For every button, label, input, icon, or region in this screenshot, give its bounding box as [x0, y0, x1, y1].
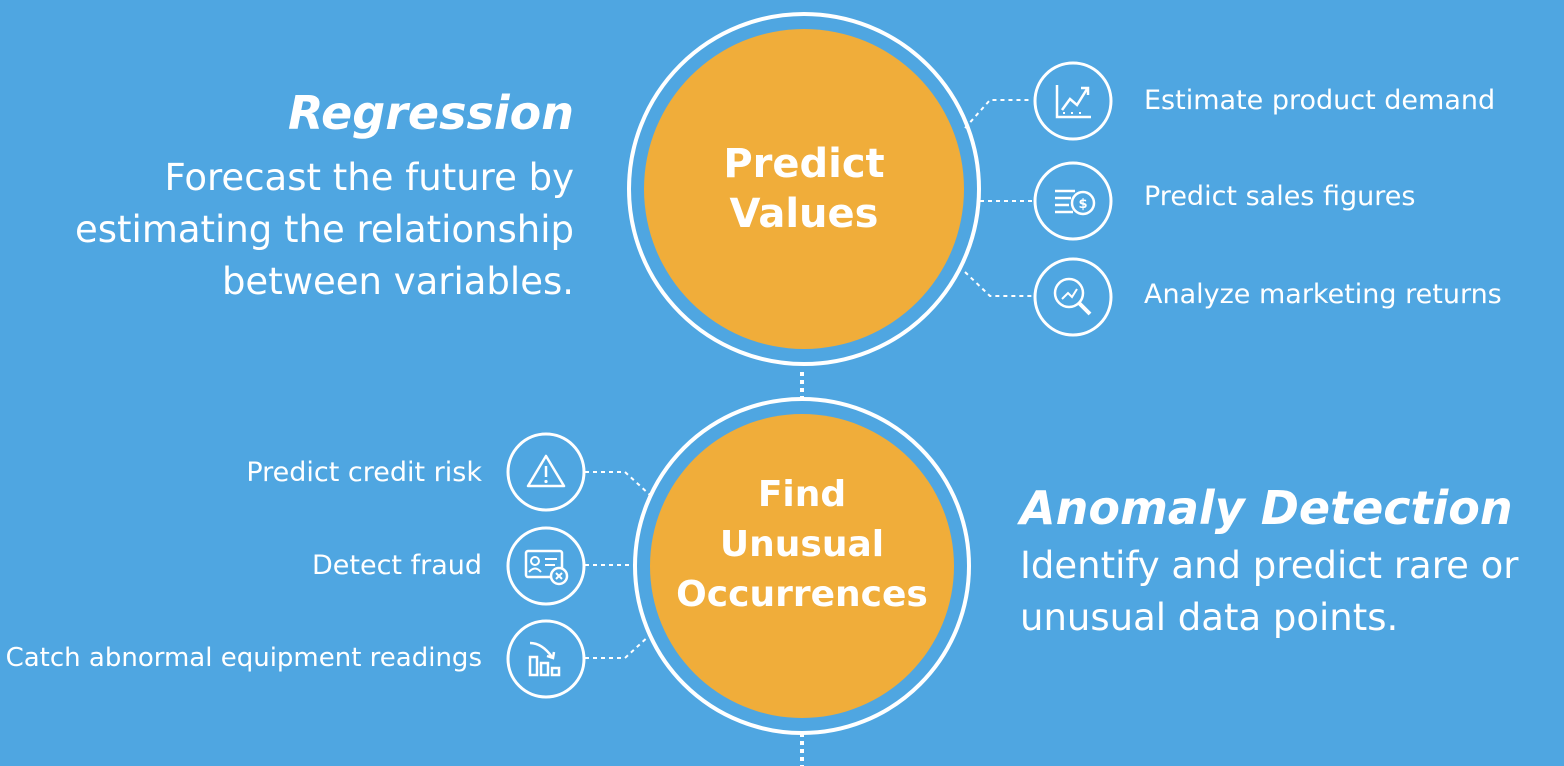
- connector-credit: [585, 471, 651, 496]
- svg-text:$: $: [1078, 197, 1087, 212]
- find-unusual-line: Occurrences: [676, 574, 928, 615]
- connector-demand: [964, 99, 1032, 129]
- example-estimate-demand: Estimate product demand: [1144, 85, 1496, 116]
- connector-marketing: [964, 271, 1032, 297]
- anomaly-heading: Anomaly Detection: [1020, 481, 1513, 535]
- find-unusual-title: Find Unusual Occurrences: [676, 470, 928, 620]
- anomaly-desc-line: unusual data points.: [1020, 596, 1399, 639]
- example-detect-fraud: Detect fraud: [311, 550, 482, 581]
- example-analyze-marketing: Analyze marketing returns: [1144, 279, 1502, 310]
- find-unusual-line: Unusual: [719, 524, 885, 565]
- example-predict-sales: Predict sales figures: [1144, 181, 1416, 212]
- anomaly-desc-line: Identify and predict rare or: [1020, 544, 1519, 587]
- example-equipment-readings: Catch abnormal equipment readings: [5, 643, 482, 673]
- anomaly-description: Identify and predict rare or unusual dat…: [1020, 540, 1519, 644]
- regression-desc-line: Forecast the future by: [164, 156, 574, 199]
- money-stack-icon: $: [1033, 161, 1113, 241]
- find-unusual-line: Find: [757, 474, 847, 515]
- line-chart-icon: [1033, 61, 1113, 141]
- regression-description: Forecast the future by estimating the re…: [75, 152, 574, 308]
- connector-equipment: [585, 634, 651, 659]
- id-card-fraud-icon: [506, 526, 586, 606]
- regression-heading: Regression: [287, 86, 574, 140]
- example-credit-risk: Predict credit risk: [246, 457, 482, 488]
- bar-chart-down-icon: [506, 619, 586, 699]
- predict-values-line: Predict: [723, 141, 885, 187]
- magnify-trend-icon: [1033, 257, 1113, 337]
- regression-desc-line: estimating the relationship: [75, 208, 574, 251]
- predict-values-line: Values: [729, 191, 879, 237]
- predict-values-circle: [627, 12, 981, 366]
- predict-values-title: Predict Values: [723, 139, 884, 239]
- regression-desc-line: between variables.: [221, 260, 574, 303]
- warning-icon: [506, 432, 586, 512]
